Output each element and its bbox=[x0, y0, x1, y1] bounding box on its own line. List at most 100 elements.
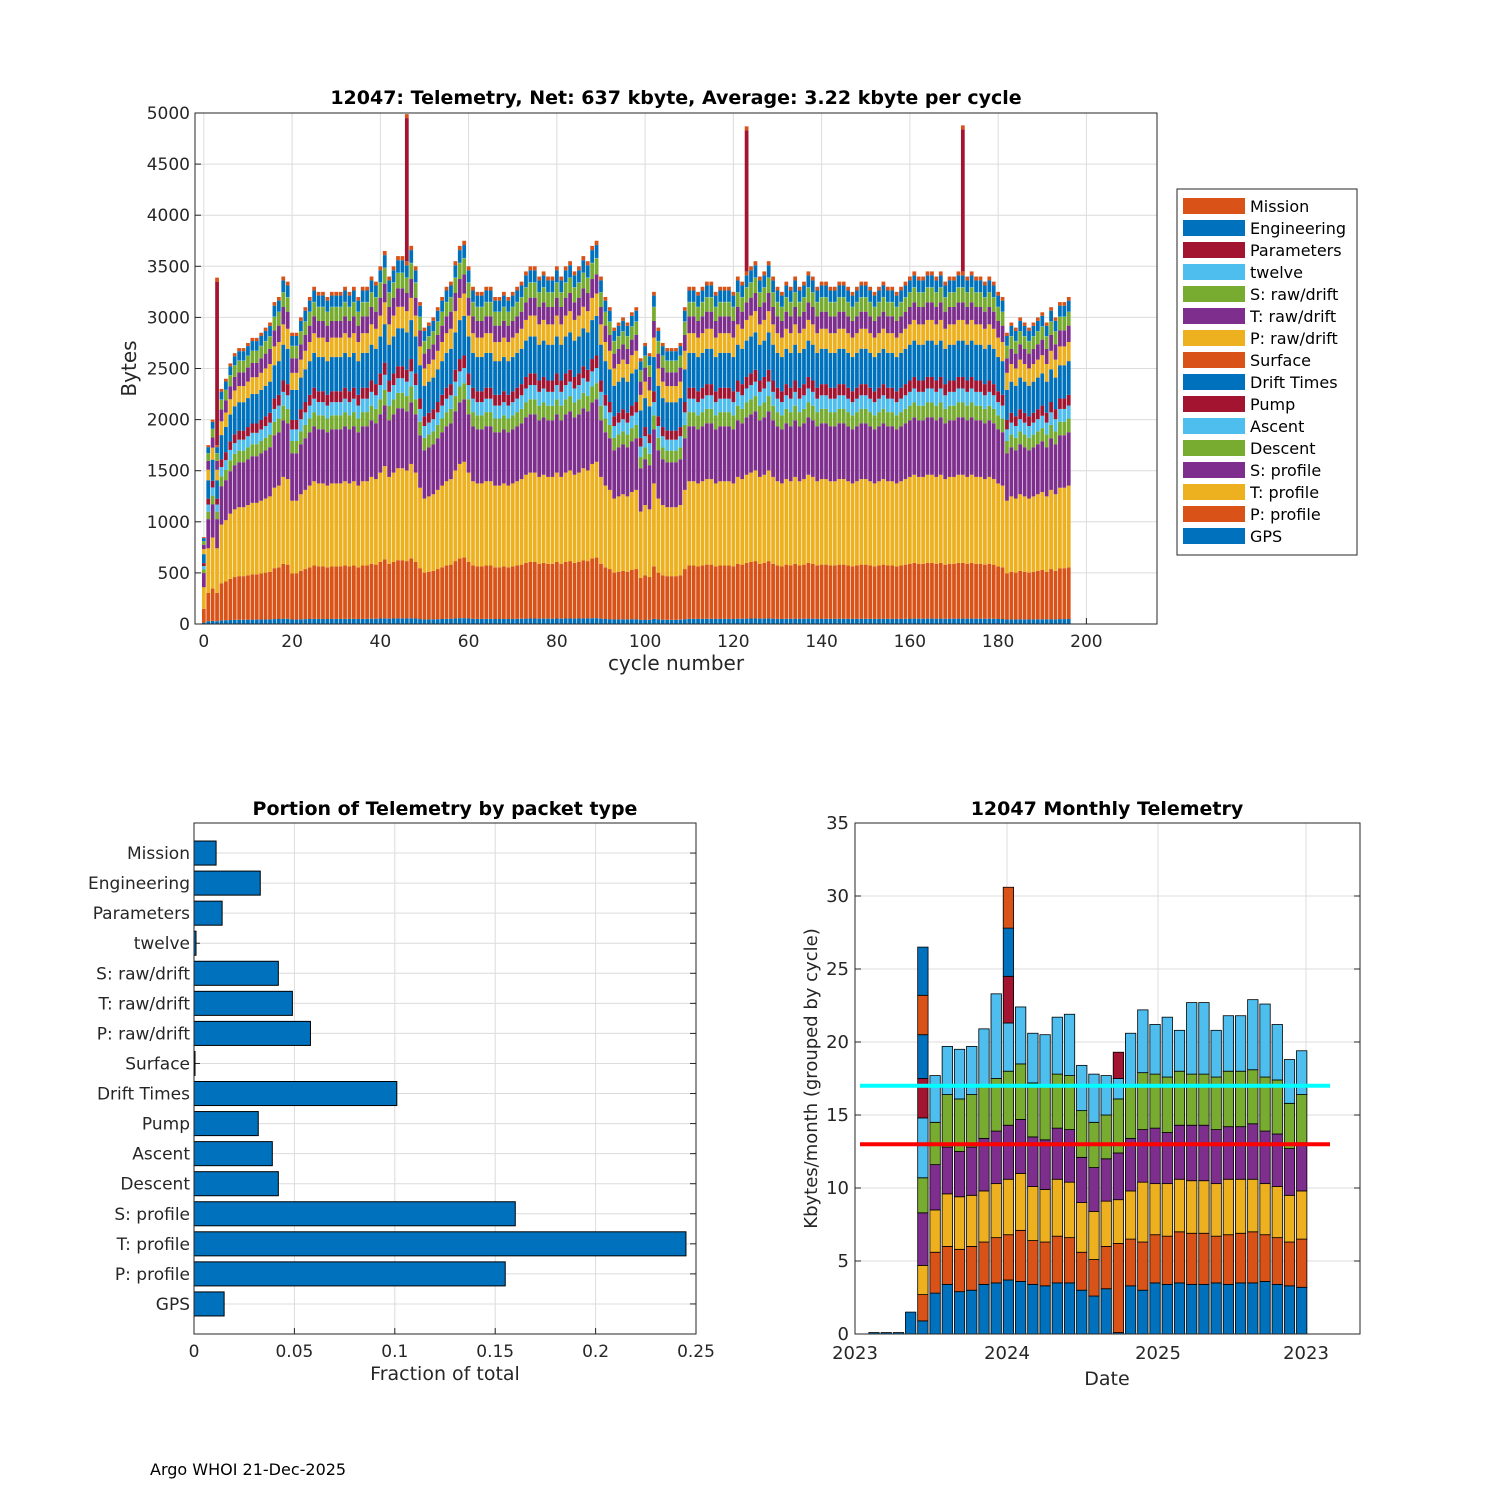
cycle-bar-segment bbox=[978, 306, 983, 325]
cycle-bar-segment bbox=[515, 387, 520, 399]
cycle-bar-segment bbox=[502, 402, 506, 416]
cycle-bar-segment bbox=[554, 618, 559, 624]
cycle-bar-segment bbox=[947, 420, 952, 477]
cycle-bar-segment bbox=[563, 385, 568, 400]
cycle-bar-segment bbox=[316, 618, 321, 624]
cycle-bar-segment bbox=[365, 286, 369, 291]
cycle-bar-segment bbox=[351, 412, 356, 427]
cycle-bar-segment bbox=[1049, 412, 1053, 425]
month-bar-segment bbox=[1296, 1094, 1308, 1144]
cycle-bar-segment bbox=[532, 414, 537, 473]
cycle-bar-segment bbox=[488, 333, 493, 353]
cycle-bar-segment bbox=[378, 472, 383, 562]
month-bar-segment bbox=[1161, 1016, 1173, 1078]
cycle-bar-segment bbox=[347, 337, 352, 357]
cycle-bar-segment bbox=[537, 420, 542, 477]
month-bar-segment bbox=[929, 1164, 941, 1211]
cycle-bar-segment bbox=[652, 483, 656, 567]
cycle-bar-segment bbox=[1062, 302, 1067, 306]
cycle-bar-segment bbox=[1000, 618, 1005, 624]
cycle-bar-segment bbox=[307, 567, 312, 619]
cycle-bar-segment bbox=[427, 447, 431, 497]
cycle-bar-segment bbox=[652, 320, 656, 338]
cycle-bar-segment bbox=[1044, 496, 1049, 572]
month-bar-segment bbox=[1100, 1288, 1112, 1335]
category-label: T: profile bbox=[116, 1235, 190, 1255]
cycle-bar-segment bbox=[228, 449, 233, 461]
tick-label-x: 2024 bbox=[984, 1343, 1030, 1364]
cycle-bar-segment bbox=[766, 381, 771, 397]
cycle-bar-segment bbox=[621, 619, 625, 624]
cycle-bar-segment bbox=[515, 398, 520, 413]
cycle-bar-segment bbox=[391, 266, 396, 271]
cycle-bar-segment bbox=[991, 564, 996, 619]
cycle-bar-segment bbox=[1058, 435, 1062, 488]
cycle-bar-segment bbox=[877, 565, 881, 619]
cycle-bar-segment bbox=[281, 563, 286, 619]
month-bar-segment bbox=[1210, 1282, 1222, 1335]
cycle-bar-segment bbox=[890, 387, 895, 399]
cycle-bar-segment bbox=[916, 276, 921, 281]
cycle-bar-segment bbox=[727, 618, 731, 624]
cycle-bar-segment bbox=[396, 560, 400, 619]
cycle-bar-segment bbox=[1058, 568, 1062, 620]
cycle-bar-segment bbox=[868, 565, 873, 619]
cycle-bar-segment bbox=[652, 337, 656, 357]
cycle-bar-segment bbox=[1066, 567, 1071, 619]
tick-label-y: 2500 bbox=[147, 360, 190, 380]
cycle-bar-segment bbox=[550, 476, 555, 564]
cycle-bar-segment bbox=[1049, 619, 1053, 624]
cycle-bar-segment bbox=[815, 290, 820, 302]
cycle-bar-segment bbox=[329, 566, 334, 619]
cycle-bar-segment bbox=[510, 337, 515, 357]
cycle-bar-segment bbox=[718, 481, 723, 566]
cycle-bar-segment bbox=[647, 390, 652, 407]
cycle-bar-segment bbox=[696, 320, 700, 338]
cycle-bar-segment bbox=[846, 565, 850, 619]
cycle-bar-segment bbox=[669, 360, 674, 373]
cycle-bar-segment bbox=[669, 462, 674, 508]
cycle-bar-segment bbox=[444, 302, 449, 317]
cycle-bar-segment bbox=[872, 320, 877, 338]
cycle-bar-segment bbox=[775, 333, 780, 353]
cycle-bar-segment bbox=[404, 396, 409, 412]
cycle-bar-segment bbox=[360, 333, 365, 353]
cycle-bar-segment bbox=[819, 297, 824, 312]
cycle-bar-segment bbox=[921, 344, 925, 381]
cycle-bar-segment bbox=[541, 275, 546, 288]
cycle-bar-segment bbox=[524, 275, 528, 288]
cycle-bar-segment bbox=[276, 300, 281, 312]
cycle-bar-segment bbox=[316, 337, 321, 357]
cycle-bar-segment bbox=[682, 307, 687, 311]
cycle-bar-segment bbox=[577, 315, 581, 337]
cycle-bar-segment bbox=[409, 297, 414, 320]
cycle-bar-segment bbox=[824, 479, 828, 565]
month-bar-segment bbox=[1039, 1034, 1051, 1087]
cycle-bar-segment bbox=[784, 285, 789, 297]
cycle-bar-segment bbox=[431, 409, 436, 420]
cycle-bar-segment bbox=[268, 422, 272, 435]
cycle-bar-segment bbox=[983, 408, 987, 424]
cycle-bar-segment bbox=[603, 296, 608, 301]
cycle-bar-segment bbox=[347, 320, 352, 338]
cycle-bar-segment bbox=[263, 327, 268, 331]
cycle-bar-segment bbox=[824, 328, 828, 349]
cycle-bar-segment bbox=[1035, 317, 1040, 321]
cycle-bar-segment bbox=[868, 387, 873, 399]
month-bar-segment bbox=[966, 1094, 978, 1148]
tick-label-y: 20 bbox=[826, 1032, 849, 1053]
cycle-bar-segment bbox=[890, 426, 895, 482]
cycle-bar-segment bbox=[599, 276, 603, 281]
cycle-bar-segment bbox=[475, 429, 480, 484]
cycle-bar-segment bbox=[532, 282, 537, 298]
cycle-bar-segment bbox=[903, 618, 908, 624]
cycle-bar-segment bbox=[1013, 368, 1018, 386]
cycle-bar-segment bbox=[541, 302, 546, 320]
cycle-bar-segment bbox=[965, 324, 970, 345]
cycle-bar-segment bbox=[396, 328, 400, 367]
category-label: Parameters bbox=[93, 904, 190, 924]
cycle-bar-segment bbox=[241, 372, 246, 387]
cycle-bar-segment bbox=[696, 357, 700, 392]
cycle-bar-segment bbox=[855, 302, 859, 317]
cycle-bar-segment bbox=[493, 341, 497, 362]
